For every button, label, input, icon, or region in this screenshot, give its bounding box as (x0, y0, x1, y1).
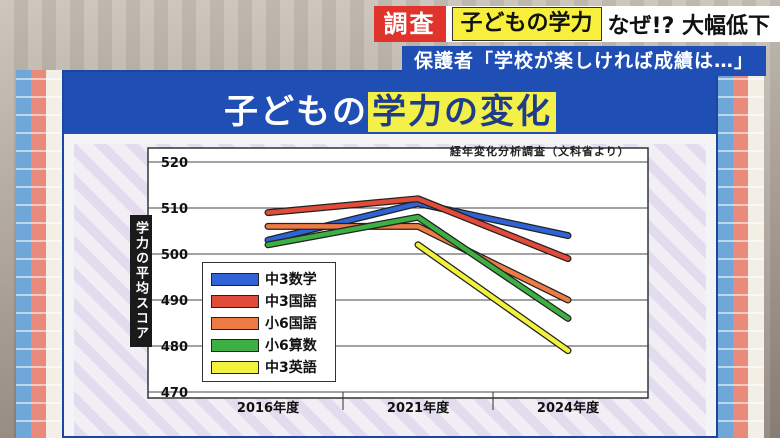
series-line-小6国語 (265, 224, 571, 303)
y-tick-label: 470 (161, 386, 188, 401)
y-axis-label: 学力の平均スコア (130, 215, 152, 347)
chart-legend: 中3数学中3国語小6国語小6算数中3英語 (202, 262, 336, 382)
board-title-part1: 子どもの (224, 92, 368, 132)
legend-swatch (211, 273, 259, 286)
series-line-中3英語 (415, 242, 571, 353)
headline-highlight: 子どもの学力 (451, 7, 602, 41)
legend-label: 中3数学 (265, 272, 317, 288)
series-line-小6算数 (265, 214, 571, 321)
legend-swatch (211, 317, 259, 330)
y-tick-label: 500 (161, 248, 188, 263)
board-title-part2: 学力の変化 (368, 92, 556, 132)
x-tick-label: 2024年度 (537, 400, 600, 416)
legend-swatch (211, 361, 259, 374)
y-tick-label: 490 (161, 294, 188, 309)
tile-wall-right (718, 70, 764, 438)
legend-label: 小6算数 (265, 338, 317, 354)
headline-text: なぜ!? 大幅低下 (607, 14, 770, 39)
legend-swatch (211, 295, 259, 308)
caption-banner: 調査 子どもの学力 なぜ!? 大幅低下 (373, 6, 780, 42)
y-tick-label: 510 (161, 202, 188, 217)
board-header: 子どもの 学力の変化 (64, 72, 716, 134)
tile-wall-left (16, 70, 62, 438)
legend-label: 中3英語 (265, 360, 317, 376)
legend-swatch (211, 339, 259, 352)
news-tag: 調査 (373, 6, 446, 42)
y-tick-label: 480 (161, 340, 188, 355)
board-title: 子どもの 学力の変化 (224, 84, 556, 133)
x-tick-label: 2021年度 (387, 400, 450, 416)
sub-caption: 保護者「学校が楽しければ成績は…」 (401, 46, 766, 76)
y-tick-label: 520 (161, 156, 188, 171)
legend-label: 中3国語 (265, 294, 317, 310)
source-note: 経年変化分析調査（文科省より） (450, 145, 630, 158)
series-line-中3国語 (265, 196, 571, 261)
legend-label: 小6国語 (265, 316, 317, 332)
x-tick-label: 2016年度 (237, 400, 300, 416)
